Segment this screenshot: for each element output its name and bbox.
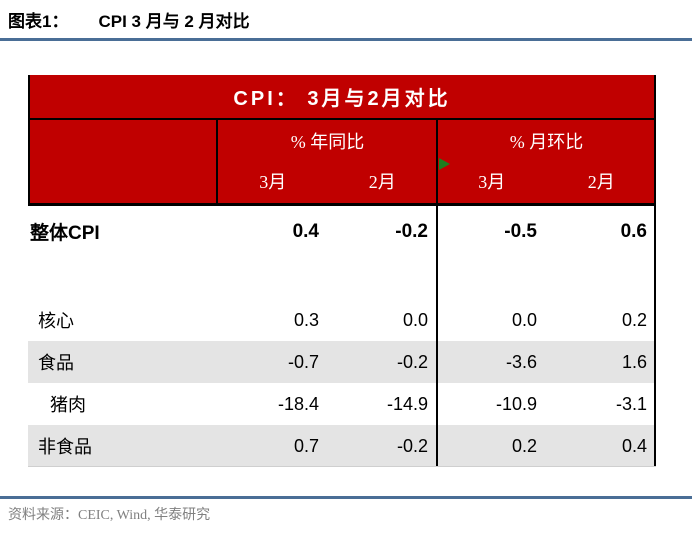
cell-value: 0.2 (621, 309, 647, 330)
row-label: 整体CPI (30, 223, 100, 244)
green-triangle-marker-icon (439, 158, 450, 170)
cell-value: 0.4 (621, 435, 647, 456)
cell-value: -10.9 (495, 393, 537, 414)
cell-value: 0.7 (293, 435, 319, 456)
column-group-yoy: % 年同比 3月 2月 (218, 120, 437, 206)
column-header-mom-february: 2月 (587, 172, 615, 192)
table-row-overall-cpi: 整体CPI 0.4 -0.2 -0.5 0.6 (28, 206, 656, 257)
column-header-yoy-february: 2月 (368, 172, 396, 192)
column-group-yoy-label: % 年同比 (290, 132, 365, 152)
table-divider-under-title (28, 118, 656, 120)
cell-value: -0.7 (287, 351, 319, 372)
cell-value: -0.5 (504, 220, 537, 242)
cell-value: 0.0 (402, 309, 428, 330)
table-row-core: 核心 0.3 0.0 0.0 0.2 (28, 299, 656, 341)
table-row-spacer (28, 257, 656, 299)
cell-value: 0.3 (293, 309, 319, 330)
table-row-food: 食品 -0.7 -0.2 -3.6 1.6 (28, 341, 656, 383)
cell-value: 0.2 (511, 435, 537, 456)
table-left-border (28, 75, 30, 206)
column-header-mom-march: 3月 (478, 172, 506, 192)
header-label-column (28, 120, 218, 206)
table-title: CPI： 3月与2月对比 (28, 75, 656, 118)
cell-value: 0.0 (511, 309, 537, 330)
cell-value: -14.9 (386, 393, 428, 414)
group-divider-border (436, 120, 438, 466)
cell-value: -18.4 (277, 393, 319, 414)
table-body: 整体CPI 0.4 -0.2 -0.5 0.6 核心 0.3 0.0 0.0 0… (28, 206, 656, 467)
cell-value: 1.6 (621, 351, 647, 372)
table-row-non-food: 非食品 0.7 -0.2 0.2 0.4 (28, 425, 656, 467)
table-divider-under-header (28, 203, 656, 206)
row-label: 非食品 (38, 437, 92, 457)
column-header-yoy-march: 3月 (259, 172, 287, 192)
table-right-border (654, 75, 656, 466)
table-bottom-edge (28, 466, 656, 467)
row-label: 核心 (38, 311, 74, 331)
label-column-border (216, 120, 218, 206)
row-label: 猪肉 (50, 395, 86, 415)
cell-value: -3.1 (615, 393, 647, 414)
cell-value: -0.2 (396, 435, 428, 456)
table-header: % 年同比 3月 2月 % 月环比 3月 2月 (28, 120, 656, 206)
figure-caption: 图表1： CPI 3 月与 2 月对比 (8, 10, 688, 34)
caption-divider (0, 38, 692, 41)
table-row-pork: 猪肉 -18.4 -14.9 -10.9 -3.1 (28, 383, 656, 425)
source-divider (0, 496, 692, 499)
cell-value: 0.6 (620, 220, 647, 242)
figure-title: CPI 3 月与 2 月对比 (98, 12, 250, 31)
cell-value: -0.2 (396, 351, 428, 372)
cell-value: -3.6 (505, 351, 537, 372)
column-group-mom: % 月环比 3月 2月 (437, 120, 656, 206)
cell-value: 0.4 (292, 220, 319, 242)
cpi-comparison-table: CPI： 3月与2月对比 % 年同比 3月 2月 % 月环比 3月 2月 整体C (28, 75, 656, 467)
source-note: 资料来源：CEIC, Wind, 华泰研究 (8, 508, 211, 523)
column-group-mom-label: % 月环比 (509, 132, 584, 152)
cell-value: -0.2 (395, 220, 428, 242)
row-label: 食品 (38, 353, 74, 373)
figure-label: 图表1： (8, 12, 69, 31)
